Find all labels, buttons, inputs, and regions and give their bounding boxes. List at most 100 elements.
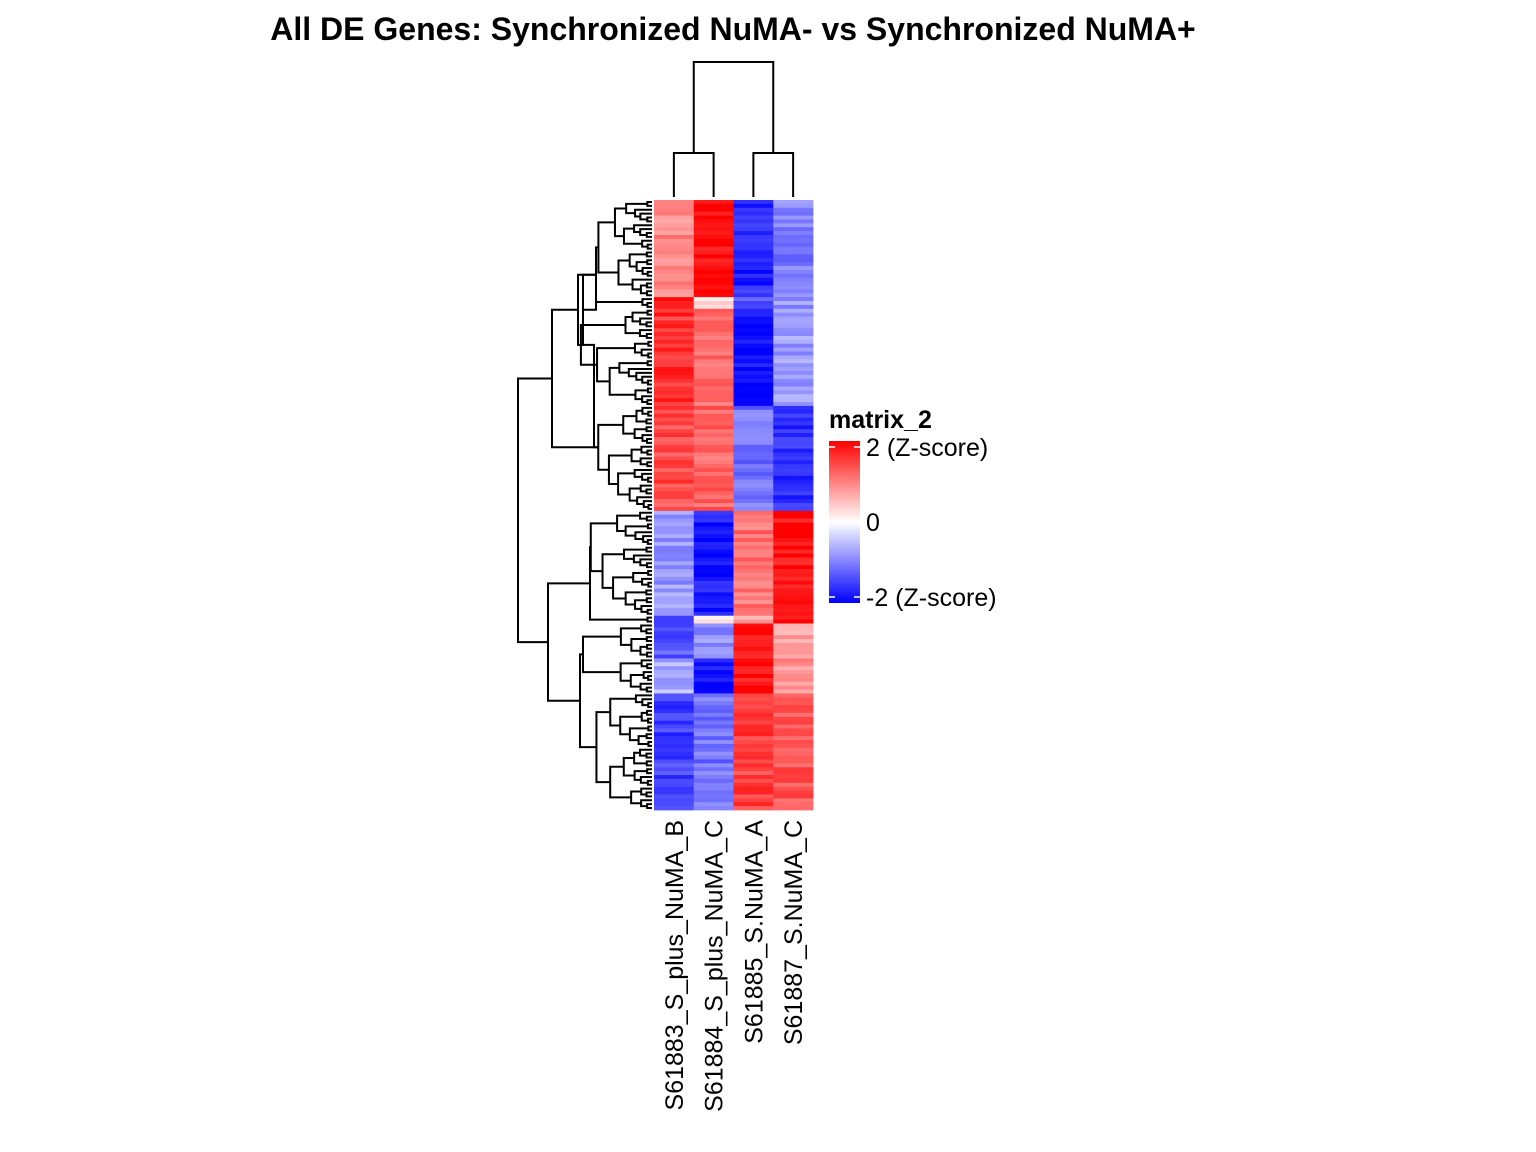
heatmap-cell [654,332,695,337]
heatmap-cell [773,444,814,450]
heatmap-cell [654,623,695,628]
heatmap-cell [693,635,734,640]
heatmap-cell [733,615,774,621]
heatmap-cell [693,483,734,488]
dendrogram-branch [646,449,652,456]
heatmap-cell [733,561,774,566]
heatmap-cell [733,363,774,368]
heatmap-cell [693,394,734,399]
dendrogram-branch [612,576,634,600]
heatmap-cell [693,685,734,690]
heatmap-cell [773,526,814,531]
heatmap-cell [773,755,814,760]
heatmap-cell [773,503,814,508]
heatmap-cell [773,705,814,710]
heatmap-cell [693,607,734,613]
dendrogram-branch [646,616,652,623]
heatmap-cell [773,592,814,597]
heatmap-cell [654,281,695,286]
dendrogram-branch [583,274,597,311]
heatmap-cell [773,549,814,554]
heatmap-cell [654,708,695,714]
heatmap-cell [693,580,734,586]
heatmap-cell [773,448,814,453]
heatmap-cell [733,712,774,718]
heatmap-cell [773,277,814,282]
heatmap-cell [654,666,695,671]
heatmap-cell [733,328,774,333]
heatmap-cell [733,534,774,539]
heatmap-cell [773,615,814,621]
heatmap-cell [693,569,734,574]
heatmap-cell [773,390,814,395]
heatmap-cell [733,277,774,282]
heatmap-cell [654,662,695,667]
dendrogram-branch [647,410,652,417]
heatmap-cell [733,258,774,263]
heatmap-cell [773,530,814,535]
heatmap-cell [693,627,734,632]
heatmap-cell [693,370,734,376]
heatmap-cell [733,238,774,244]
heatmap-cell [773,650,814,655]
heatmap-cell [773,402,814,407]
heatmap-cell [733,588,774,593]
row-dendrogram [517,200,652,810]
dendrogram-branch [645,333,652,339]
heatmap-cell [773,681,814,687]
heatmap-cell [654,499,695,504]
dendrogram-branch [645,251,652,258]
dendrogram-branch [645,515,652,522]
column-label: S61887_S.NuMA_C [780,820,808,1045]
heatmap-cell [733,658,774,663]
heatmap-cell [693,572,734,578]
heatmap-cell [773,790,814,795]
heatmap-cell [693,347,734,352]
heatmap-cell [654,635,695,640]
heatmap-cell [773,553,814,558]
heatmap-cell [693,794,734,799]
heatmap-cell [733,674,774,679]
heatmap-cell [773,339,814,345]
dendrogram-branch [645,597,652,604]
heatmap-cell [733,312,774,317]
heatmap-cell [693,339,734,345]
heatmap-cell [693,211,734,216]
heatmap-cell [733,607,774,613]
heatmap-cell [733,203,774,209]
heatmap-cell [733,530,774,535]
heatmap-cell [733,763,774,768]
heatmap-cell [773,200,814,205]
heatmap-cell [773,382,814,387]
heatmap-cell [654,444,695,450]
heatmap-cell [733,600,774,605]
heatmap-cell [773,495,814,500]
heatmap-cell [654,262,695,267]
heatmap-cell [773,771,814,776]
heatmap-cell [773,759,814,764]
heatmap-cell [773,658,814,663]
heatmap-cell [773,627,814,632]
column-label: S61885_S.NuMA_A [740,820,768,1044]
dendrogram-branch [580,343,599,449]
heatmap-cell [693,355,734,360]
heatmap-cell [654,565,695,570]
heatmap-cell [773,806,814,811]
dendrogram-branch [646,437,652,444]
heatmap-cell [733,324,774,329]
heatmap-cell [773,623,814,628]
heatmap-cell [693,763,734,768]
heatmap-cell [773,468,814,473]
heatmap-cell [693,266,734,271]
heatmap-cell [693,207,734,213]
heatmap-cell [733,297,774,302]
dendrogram-branch [632,571,649,583]
heatmap-cell [654,720,695,725]
heatmap-cell [733,604,774,609]
column-label: S61883_S_plus_NuMA_B [661,820,689,1110]
heatmap-cell [773,273,814,279]
heatmap-cell [733,390,774,395]
heatmap-cell [773,794,814,799]
heatmap-cell [733,234,774,240]
heatmap-cell [733,794,774,799]
